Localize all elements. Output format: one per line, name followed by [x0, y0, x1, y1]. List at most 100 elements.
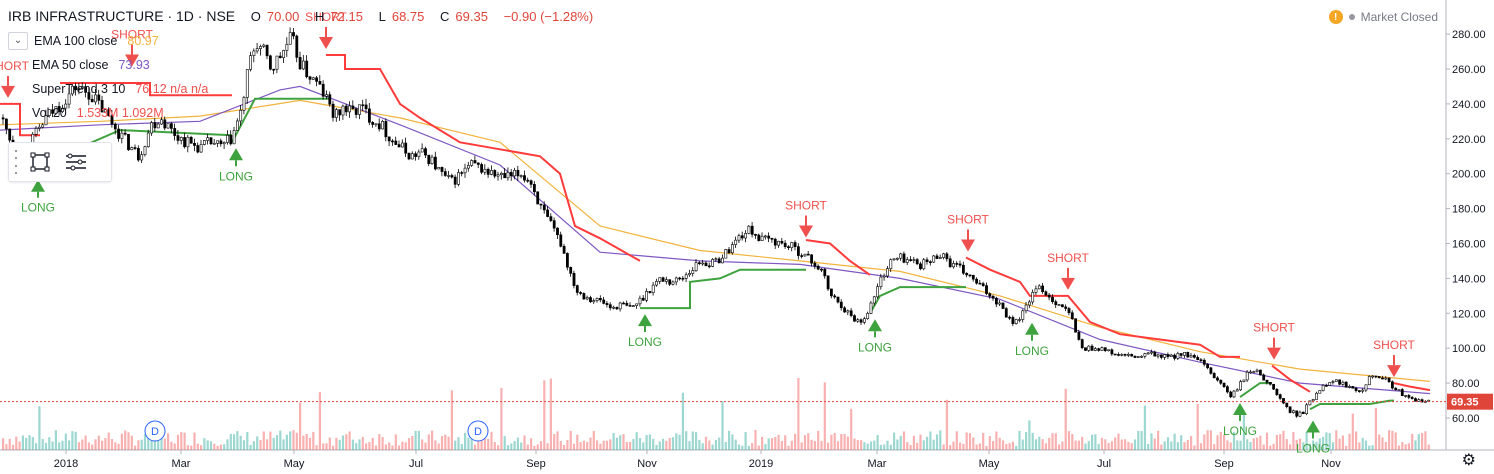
candle [952, 263, 955, 268]
candle [1265, 379, 1269, 383]
candle [638, 297, 642, 305]
candle [750, 225, 754, 235]
volume-bar [1341, 435, 1344, 450]
candle [325, 94, 328, 97]
candle [565, 253, 569, 268]
candle [829, 288, 833, 297]
candle [1196, 357, 1200, 361]
volume-bar [137, 440, 140, 450]
dividend-event-marker[interactable] [144, 420, 166, 442]
volume-bar [1345, 445, 1348, 450]
volume-bar [648, 434, 651, 450]
candle [1371, 375, 1375, 378]
candle [707, 265, 711, 268]
volume-bar [787, 445, 790, 450]
volume-bar [305, 433, 308, 450]
volume-bar [701, 443, 704, 450]
candle [1321, 385, 1325, 391]
candle [770, 237, 774, 240]
candle [744, 233, 748, 239]
candle [796, 246, 800, 256]
volume-bar [1203, 434, 1206, 450]
volume-bar [1097, 443, 1100, 450]
market-status[interactable]: ! Market Closed [1328, 10, 1438, 24]
volume-bar [998, 437, 1001, 450]
volume-bar [543, 380, 546, 450]
indicator-ema50[interactable]: EMA 50 close 73.93 [32, 55, 593, 75]
candle [932, 255, 936, 263]
volume-bar [1143, 405, 1146, 450]
volume-bar [345, 434, 348, 450]
volume-bar [866, 443, 869, 450]
candle [1193, 355, 1196, 358]
candle [1239, 381, 1243, 391]
volume-bar [744, 432, 747, 450]
candle [1272, 383, 1276, 390]
volume-bar [1104, 439, 1107, 450]
candle [74, 85, 78, 91]
volume-bar [1246, 439, 1249, 450]
toolbar-grip-icon[interactable] [15, 150, 19, 174]
volume-bar [1279, 434, 1282, 450]
candle [519, 175, 523, 177]
volume-bar [553, 433, 556, 450]
volume-bar [143, 434, 147, 450]
candle [849, 310, 853, 316]
candle [928, 261, 932, 264]
volume-bar [889, 444, 892, 450]
short-arrow [1387, 365, 1401, 378]
candle [1344, 381, 1348, 388]
candle [156, 123, 160, 129]
candle [1414, 398, 1417, 402]
volume-bar [800, 442, 803, 450]
indicator-supertrend[interactable]: SuperTrend 3 10 76.12 n/a n/a [32, 79, 593, 99]
collapse-legend-button[interactable]: ⌄ [8, 32, 28, 50]
rectangle-tool-icon[interactable] [25, 147, 55, 177]
candle [203, 140, 206, 145]
gear-icon[interactable]: ⚙ [1461, 452, 1476, 469]
volume-bar [437, 443, 440, 450]
warning-icon[interactable]: ! [1328, 10, 1343, 24]
volume-bar [955, 431, 958, 450]
candle [1285, 402, 1289, 408]
candle [5, 118, 8, 130]
indicator-ema100[interactable]: ⌄ EMA 100 close 80.97 [8, 31, 593, 51]
candle [853, 315, 856, 322]
candle [618, 302, 622, 310]
candle [948, 258, 952, 268]
volume-bar [1100, 437, 1104, 450]
candle [255, 48, 259, 52]
candle [90, 98, 94, 103]
candle [490, 170, 493, 175]
volume-bar [592, 430, 595, 450]
candle [546, 209, 550, 217]
volume-bar [965, 432, 968, 450]
candle [1054, 301, 1058, 306]
y-tick-label: 260.00 [1452, 64, 1486, 76]
candle [331, 103, 335, 118]
candle [899, 253, 903, 259]
candle [1381, 377, 1384, 380]
volume-bar [1325, 432, 1328, 450]
volume-bar [216, 445, 219, 450]
volume-bar [203, 438, 206, 450]
dividend-event-marker[interactable] [467, 420, 489, 442]
volume-bar [563, 444, 566, 450]
volume-bar [810, 439, 813, 450]
object-tree-icon[interactable] [61, 147, 91, 177]
volume-bar [503, 436, 506, 450]
candle [140, 154, 144, 161]
candle [1057, 304, 1061, 306]
candle [592, 300, 596, 303]
indicator-volume[interactable]: Vol 20 1.533M 1.092M [32, 103, 593, 123]
volume-bar [5, 444, 8, 450]
candle [1278, 394, 1282, 399]
candle [338, 109, 342, 116]
drawing-toolbar[interactable] [8, 142, 112, 182]
volume-bar [421, 439, 424, 450]
volume-bar [160, 432, 163, 450]
candle [183, 137, 187, 148]
candle [998, 302, 1002, 305]
